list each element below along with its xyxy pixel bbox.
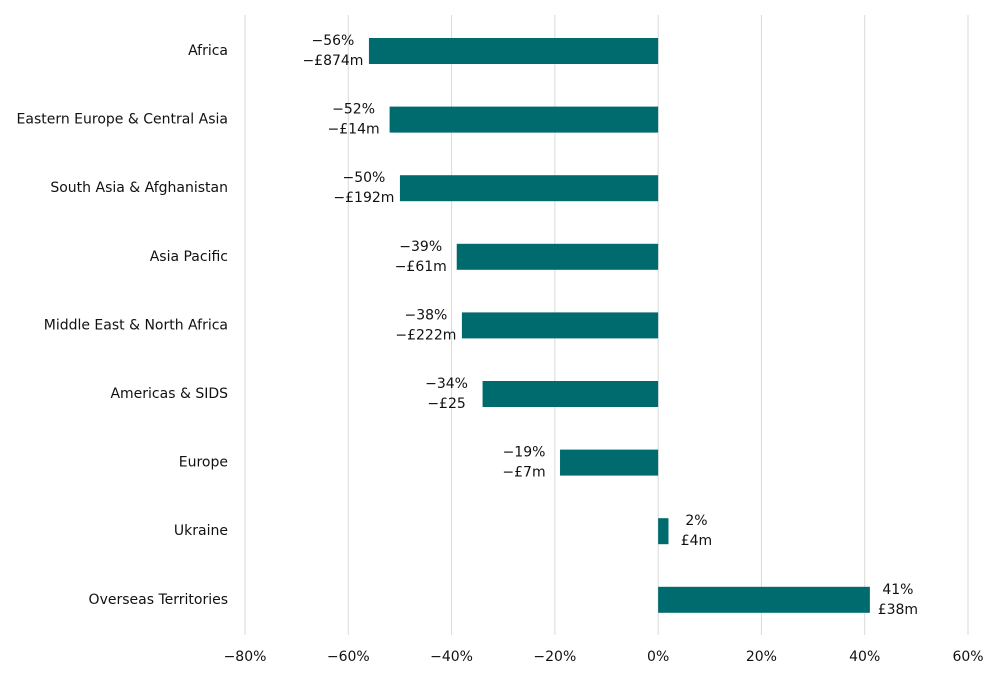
value-label: 41%	[882, 582, 913, 598]
change-label: £4m	[681, 533, 712, 549]
bar	[389, 106, 659, 133]
x-tick-label: 0%	[647, 649, 669, 665]
bar	[461, 312, 659, 339]
category-label: Africa	[188, 43, 228, 59]
change-label: −£61m	[395, 259, 447, 275]
value-label: −50%	[342, 170, 385, 186]
x-tick-label: 40%	[849, 649, 880, 665]
x-tick-label: −80%	[224, 649, 267, 665]
change-label: −£192m	[333, 190, 394, 206]
change-label: −£25	[427, 396, 465, 412]
value-label: −39%	[399, 239, 442, 255]
value-label: −52%	[332, 102, 375, 118]
bar	[658, 586, 870, 613]
category-label: Overseas Territories	[89, 592, 228, 608]
change-label: £38m	[878, 602, 918, 618]
category-label: Eastern Europe & Central Asia	[17, 112, 228, 128]
x-tick-label: −40%	[430, 649, 473, 665]
category-label: Americas & SIDS	[110, 386, 228, 402]
bar	[482, 381, 659, 407]
change-label: −£874m	[302, 53, 363, 69]
category-label: South Asia & Afghanistan	[50, 180, 228, 196]
value-label: −38%	[404, 307, 447, 323]
value-label: 2%	[685, 513, 707, 529]
category-label: Ukraine	[174, 523, 228, 539]
change-label: −£14m	[328, 122, 380, 138]
value-label: −56%	[312, 33, 355, 49]
bar	[560, 449, 659, 476]
x-tick-label: −20%	[533, 649, 576, 665]
bar	[399, 175, 659, 202]
change-label: −£7m	[502, 465, 545, 481]
x-tick-label: −60%	[327, 649, 370, 665]
bar	[368, 38, 659, 64]
x-tick-label: 20%	[746, 649, 777, 665]
change-label: −£222m	[395, 327, 456, 343]
x-tick-label: 60%	[952, 649, 983, 665]
bar	[658, 518, 669, 545]
category-label: Europe	[179, 455, 228, 471]
category-label: Asia Pacific	[150, 249, 228, 265]
category-label: Middle East & North Africa	[44, 317, 228, 333]
value-label: −34%	[425, 376, 468, 392]
value-label: −19%	[503, 445, 546, 461]
bar	[456, 243, 659, 270]
